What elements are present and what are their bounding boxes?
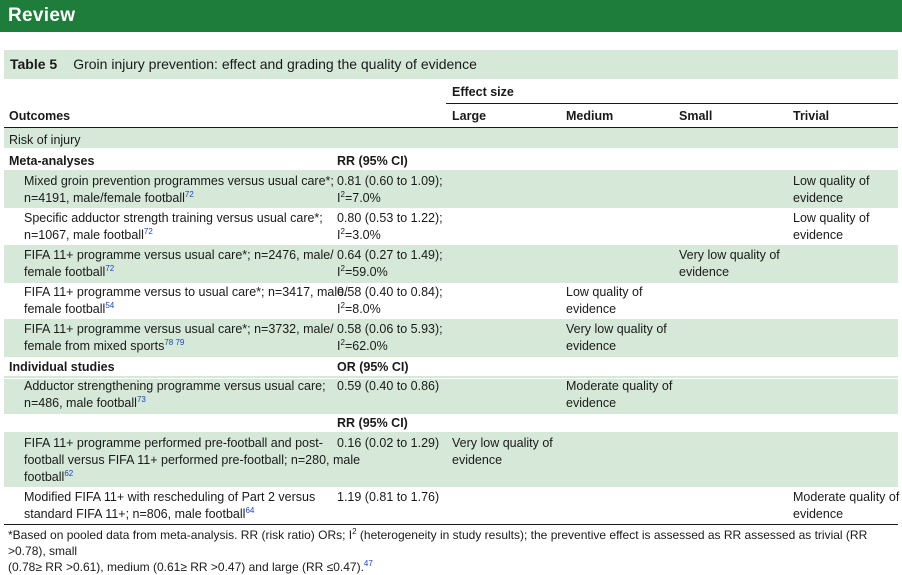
band-row-3	[4, 245, 898, 283]
section-banner: Review	[0, 0, 902, 32]
header-bottom-rule	[4, 127, 898, 128]
outcome-cell: Specific adductor strength training vers…	[24, 211, 323, 242]
table-bottom-rule	[4, 524, 898, 525]
stat-cell: 0.58 (0.40 to 0.84); I2=8.0%	[337, 285, 443, 316]
meta-analyses-label: Meta-analyses	[9, 154, 95, 168]
meta-stat-header: RR (95% CI)	[337, 154, 408, 168]
stat-cell: 0.16 (0.02 to 1.29)	[337, 436, 440, 450]
reference-link[interactable]: 72	[184, 189, 194, 199]
stat-cell: 0.58 (0.06 to 5.93); I2=62.0%	[337, 322, 443, 353]
reference-link[interactable]: 54	[105, 300, 115, 310]
outcome-cell: Adductor strengthening programme versus …	[24, 379, 326, 410]
outcome-cell: FIFA 11+ programme performed pre-footbal…	[24, 436, 361, 484]
trivial-cell: Low quality of evidence	[793, 211, 870, 242]
or-stat-header: OR (95% CI)	[337, 360, 409, 374]
band-risk-of-injury	[4, 128, 898, 148]
outcome-cell: FIFA 11+ programme versus to usual care*…	[24, 285, 348, 316]
large-cell: Very low quality of evidence	[452, 436, 553, 467]
risk-of-injury-label: Risk of injury	[9, 133, 81, 147]
medium-cell: Moderate quality of evidence	[566, 379, 673, 410]
stat-cell: 0.59 (0.40 to 0.86)	[337, 379, 440, 393]
individual-studies-label: Individual studies	[9, 360, 115, 374]
stat-cell: 1.19 (0.81 to 1.76)	[337, 490, 440, 504]
band-row-7	[4, 432, 898, 487]
medium-cell: Low quality of evidence	[566, 285, 643, 316]
reference-link[interactable]: 64	[245, 505, 255, 515]
small-cell: Very low quality of evidence	[679, 248, 780, 279]
band-row-6	[4, 376, 898, 414]
stat-cell: 0.81 (0.60 to 1.09); I2=7.0%	[337, 174, 443, 205]
medium-cell: Very low quality of evidence	[566, 322, 667, 353]
table-label: Table 5	[10, 56, 58, 72]
rr-stat-header: RR (95% CI)	[337, 416, 408, 430]
reference-link[interactable]: 47	[363, 559, 373, 568]
outcomes-header: Outcomes	[9, 109, 71, 123]
stat-cell: 0.80 (0.53 to 1.22); I2=3.0%	[337, 211, 443, 242]
reference-link[interactable]: 72	[105, 263, 115, 273]
effect-size-rule	[446, 103, 898, 104]
trivial-cell: Low quality of evidence	[793, 174, 870, 205]
effect-size-header: Effect size	[452, 85, 514, 99]
outcome-cell: FIFA 11+ programme versus usual care*; n…	[24, 248, 334, 279]
table-caption: Table 5 Groin injury prevention: effect a…	[4, 50, 898, 79]
band-row-5	[4, 319, 898, 357]
reference-link[interactable]: 72	[143, 226, 153, 236]
medium-header: Medium	[566, 109, 614, 123]
trivial-header: Trivial	[793, 109, 830, 123]
reference-link[interactable]: 78 79	[164, 337, 185, 347]
stat-cell: 0.64 (0.27 to 1.49); I2=59.0%	[337, 248, 443, 279]
reference-link[interactable]: 73	[136, 394, 146, 404]
row-separator	[4, 378, 898, 379]
table-title: Groin injury prevention: effect and grad…	[73, 56, 477, 72]
table-footnote: *Based on pooled data from meta-analysis…	[8, 527, 868, 575]
outcome-cell: Modified FIFA 11+ with rescheduling of P…	[24, 490, 316, 521]
small-header: Small	[679, 109, 713, 123]
outcome-cell: Mixed groin prevention programmes versus…	[24, 174, 334, 205]
outcome-cell: FIFA 11+ programme versus usual care*; n…	[24, 322, 334, 353]
large-header: Large	[452, 109, 487, 123]
band-row-1	[4, 170, 898, 208]
trivial-cell: Moderate quality of evidence	[793, 490, 900, 521]
reference-link[interactable]: 62	[64, 468, 74, 478]
